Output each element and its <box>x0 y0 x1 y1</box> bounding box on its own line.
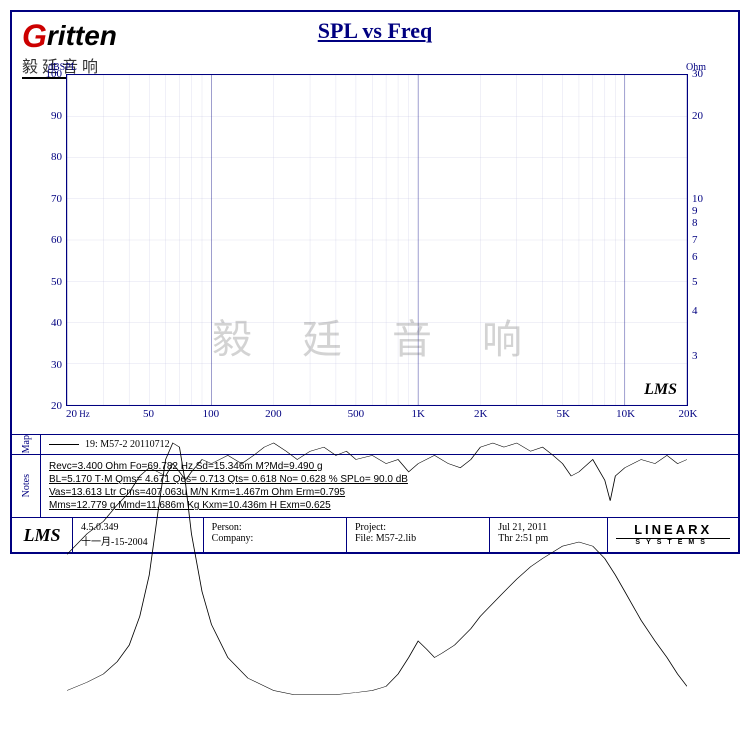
report-frame: Gritten 毅廷音响 SPL vs Freq dBSPL Ohm 20304… <box>10 10 740 554</box>
grid-svg <box>67 75 687 405</box>
x-ticks: 20 Hz501002005001K2K5K10K20K <box>66 408 688 424</box>
brand-logo: Gritten <box>22 16 117 53</box>
y-left-ticks: 2030405060708090100 <box>22 74 62 406</box>
lms-watermark: LMS <box>644 381 677 399</box>
logo-text: ritten <box>47 20 117 51</box>
footer-lms-logo: LMS <box>12 518 73 552</box>
chart-area: dBSPL Ohm 2030405060708090100 3020109876… <box>22 64 728 434</box>
plot-area: 毅 廷 音 响 LMS <box>66 74 688 406</box>
logo-swoosh: G <box>22 18 47 54</box>
chart-title: SPL vs Freq <box>318 18 433 44</box>
header: Gritten 毅廷音响 SPL vs Freq <box>12 12 738 64</box>
notes-tab: Notes <box>12 455 41 517</box>
y-right-ticks: 3020109876543 <box>692 74 728 406</box>
map-tab: Map <box>12 435 41 454</box>
curves-svg <box>67 410 687 740</box>
